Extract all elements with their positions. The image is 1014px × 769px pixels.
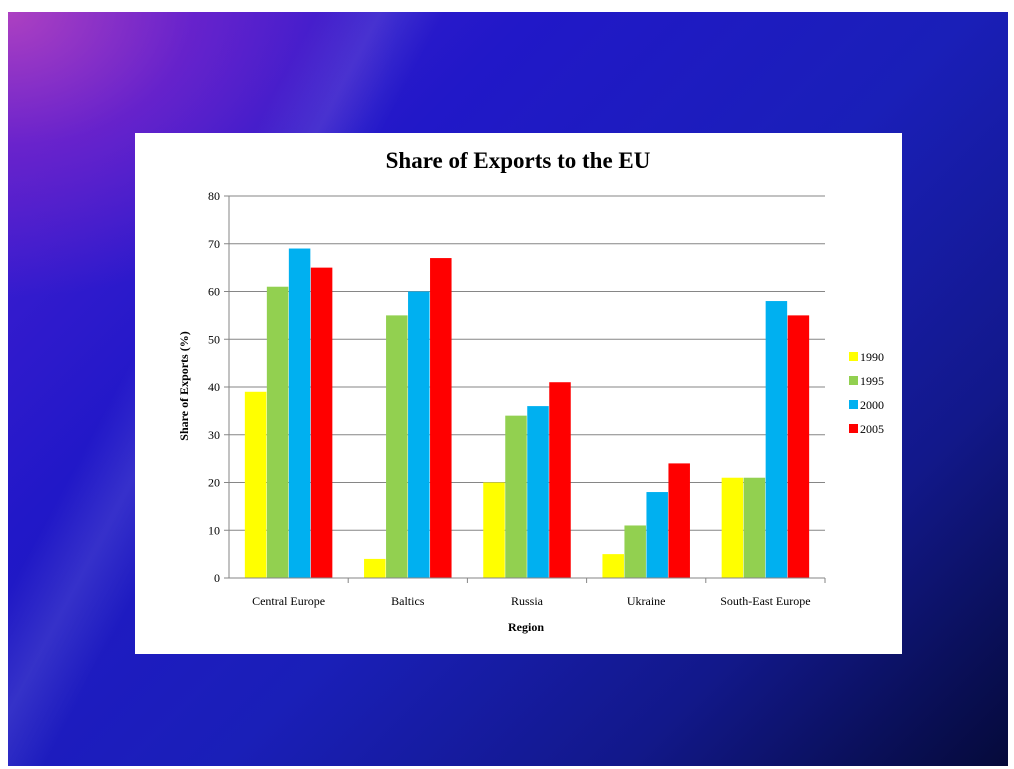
bar-chart: Share of Exports to the EU 0 10 20 30 40 50 60…	[177, 148, 884, 634]
legend-swatch-2000	[849, 400, 858, 409]
bar-1995-baltics	[386, 315, 408, 578]
y-tick-label: 70	[208, 237, 220, 251]
bar-1995-central-europe	[266, 286, 289, 578]
legend-label-2005: 2005	[860, 422, 884, 436]
bar-1990-central-europe	[244, 391, 267, 578]
legend-swatch-1995	[849, 376, 858, 385]
bar-2000-russia	[527, 406, 549, 578]
chart-title: Share of Exports to the EU	[386, 148, 651, 173]
bar-1995-ukraine	[624, 525, 646, 578]
x-tick-label: Baltics	[391, 594, 425, 608]
x-tick-label: Ukraine	[627, 594, 666, 608]
y-tick-label: 30	[208, 428, 220, 442]
bar-2005-baltics	[430, 258, 452, 578]
y-tick-label: 10	[208, 523, 220, 537]
bar-1995-south-east-europe	[743, 477, 766, 578]
legend-label-1995: 1995	[860, 374, 884, 388]
x-tick-label: Central Europe	[252, 594, 325, 608]
chart-panel: Share of Exports to the EU 0 10 20 30 40 50 60…	[135, 133, 902, 654]
y-tick-label: 80	[208, 189, 220, 203]
bar-1990-russia	[483, 482, 505, 578]
bar-2000-ukraine	[646, 492, 668, 578]
y-tick-label: 60	[208, 285, 220, 299]
x-tick-labels: Central Europe Baltics Russia Ukraine South-…	[252, 594, 810, 608]
y-axis-label: Share of Exports (%)	[177, 331, 191, 440]
axes	[224, 195, 826, 583]
bar-1995-russia	[505, 415, 527, 578]
bar-1990-south-east-europe	[721, 477, 744, 578]
y-tick-label: 50	[208, 332, 220, 346]
legend-label-2000: 2000	[860, 398, 884, 412]
legend-swatch-1990	[849, 352, 858, 361]
bar-2000-south-east-europe	[765, 301, 788, 578]
y-tick-label: 0	[214, 571, 220, 585]
y-tick-label: 40	[208, 380, 220, 394]
bar-2005-south-east-europe	[787, 315, 810, 578]
bar-2005-central-europe	[310, 267, 333, 578]
y-tick-label: 20	[208, 476, 220, 490]
bar-2005-ukraine	[668, 463, 690, 578]
bar-1990-ukraine	[602, 554, 624, 578]
x-tick-label: Russia	[511, 594, 544, 608]
bar-2000-central-europe	[288, 248, 311, 578]
legend-label-1990: 1990	[860, 350, 884, 364]
legend-swatch-2005	[849, 424, 858, 433]
bar-2000-baltics	[408, 291, 430, 578]
y-tick-labels: 0 10 20 30 40 50 60 70 80	[208, 189, 220, 585]
x-tick-label: South-East Europe	[720, 594, 810, 608]
x-axis-label: Region	[508, 620, 544, 634]
legend: 1990 1995 2000 2005	[849, 350, 884, 436]
bar-2005-russia	[549, 382, 571, 578]
bar-1990-baltics	[364, 558, 386, 578]
bars	[244, 248, 810, 578]
